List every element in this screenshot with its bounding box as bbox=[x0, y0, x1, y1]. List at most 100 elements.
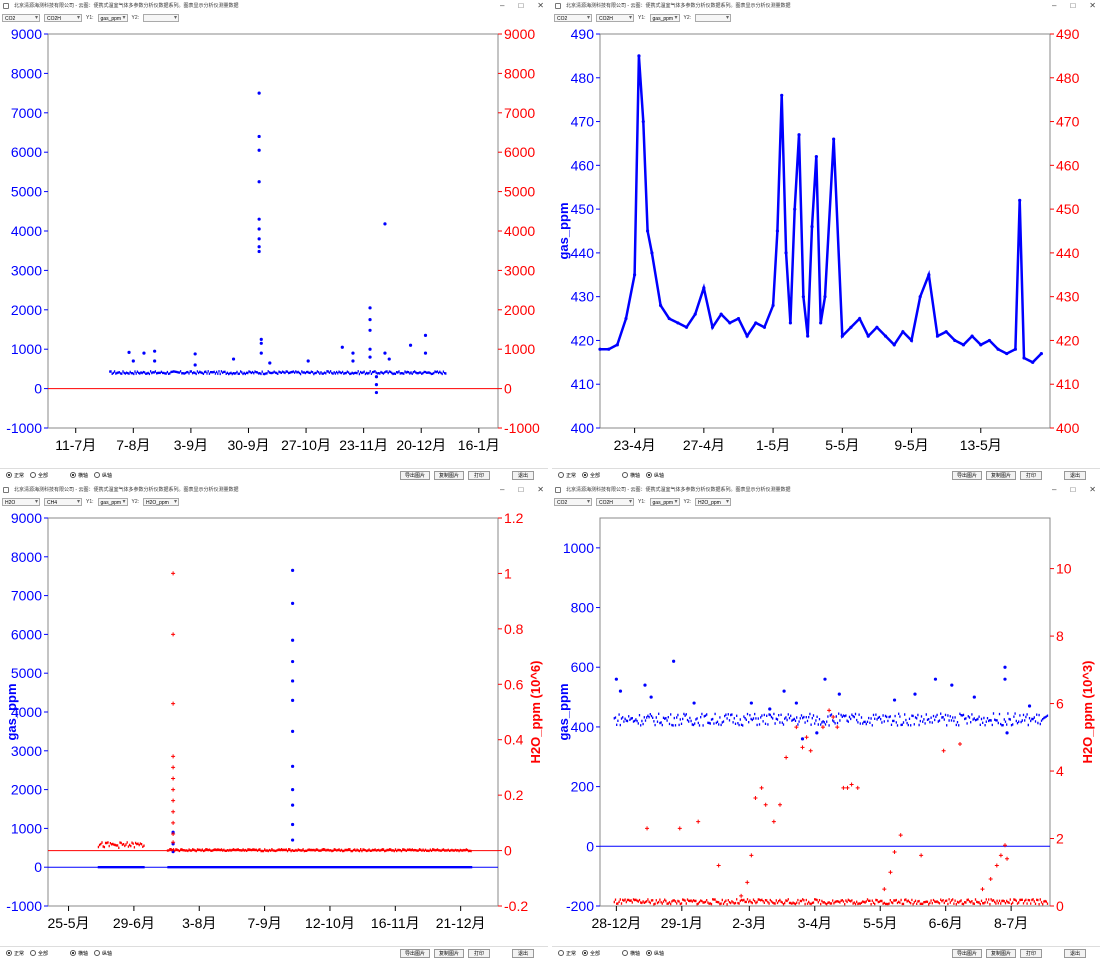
y2-select[interactable]: H2O_ppm bbox=[143, 498, 180, 506]
export-image-button[interactable]: 导出图片 bbox=[951, 948, 982, 958]
data-point bbox=[728, 321, 732, 325]
minimize-icon[interactable]: – bbox=[1052, 1, 1057, 10]
y-tick-label: 3000 bbox=[11, 743, 42, 759]
data-point bbox=[231, 357, 236, 361]
gas-h-select[interactable]: CO2H bbox=[44, 14, 82, 22]
y2-tick-label: 440 bbox=[1056, 245, 1080, 261]
y2-tick-label: 0.4 bbox=[504, 732, 524, 748]
copy-image-button[interactable]: 复制图片 bbox=[985, 948, 1016, 958]
gas-select[interactable]: CO2 bbox=[554, 14, 592, 22]
copy-image-button[interactable]: 复制图片 bbox=[985, 470, 1016, 480]
y-tick-label: 8000 bbox=[11, 65, 42, 81]
chart-plot-1[interactable]: -1000 0 1000 2000 3000 4000 5000 6000 7000 8000 90… bbox=[0, 24, 548, 469]
y-tick-label: 430 bbox=[571, 289, 595, 305]
data-point bbox=[763, 802, 768, 807]
H2O_ppm-band bbox=[166, 848, 472, 853]
radio-normal[interactable]: 正常 bbox=[6, 950, 24, 957]
print-button[interactable]: 打印 bbox=[1020, 470, 1042, 480]
window-titlebar[interactable]: 北京清源海测科技有限公司 - 云图：便携式温室气体多参数分析仪数据系列。图表显示… bbox=[0, 484, 548, 496]
y1-select[interactable]: gas_ppm bbox=[649, 498, 680, 506]
gas-h-select[interactable]: CO2H bbox=[596, 498, 634, 506]
data-point bbox=[814, 154, 818, 159]
y2-label: Y2: bbox=[131, 499, 140, 505]
minimize-icon[interactable]: – bbox=[500, 1, 505, 10]
print-button[interactable]: 打印 bbox=[1020, 948, 1042, 958]
y-tick-label: 5000 bbox=[11, 665, 42, 681]
chart-plot-3[interactable]: -1000 0 1000 2000 3000 4000 5000 6000 7000 8000 90… bbox=[0, 508, 548, 947]
close-icon[interactable]: ✕ bbox=[1089, 485, 1096, 494]
y1-select[interactable]: gas_ppm bbox=[97, 498, 128, 506]
x-tick-label: 2-3月 bbox=[732, 915, 766, 931]
maximize-icon[interactable]: □ bbox=[518, 485, 524, 494]
minimize-icon[interactable]: – bbox=[1052, 485, 1057, 494]
exit-button[interactable]: 退出 bbox=[1064, 470, 1086, 480]
gas-select[interactable]: CO2 bbox=[554, 498, 592, 506]
gas-select[interactable]: CO2 bbox=[2, 14, 40, 22]
radio-all[interactable]: 全部 bbox=[30, 950, 48, 957]
radio-all[interactable]: 全部 bbox=[582, 950, 600, 957]
y1-select[interactable]: gas_ppm bbox=[649, 14, 680, 22]
copy-image-button[interactable]: 复制图片 bbox=[433, 948, 464, 958]
close-icon[interactable]: ✕ bbox=[1089, 1, 1096, 10]
close-icon[interactable]: ✕ bbox=[537, 485, 544, 494]
y2-axis-label: H2O_ppm (10^6) bbox=[528, 661, 543, 764]
print-button[interactable]: 打印 bbox=[468, 470, 490, 480]
y1-select[interactable]: gas_ppm bbox=[97, 14, 128, 22]
gas-h-select[interactable]: CH4 bbox=[44, 498, 82, 506]
maximize-icon[interactable]: □ bbox=[1070, 1, 1076, 10]
data-point bbox=[855, 785, 860, 790]
gas-h-select[interactable]: CO2H bbox=[596, 14, 634, 22]
gas-select[interactable]: H2O bbox=[2, 498, 40, 506]
radio-vertical[interactable]: 纵轴 bbox=[94, 950, 112, 957]
radio-normal[interactable]: 正常 bbox=[558, 950, 576, 957]
maximize-icon[interactable]: □ bbox=[1070, 485, 1076, 494]
exit-button[interactable]: 退出 bbox=[1064, 948, 1086, 958]
data-point bbox=[941, 748, 946, 753]
radio-all[interactable]: 全部 bbox=[582, 472, 600, 479]
data-point bbox=[784, 755, 789, 760]
data-point bbox=[778, 802, 782, 807]
print-button[interactable]: 打印 bbox=[468, 948, 490, 958]
data-point bbox=[171, 776, 176, 781]
data-point bbox=[383, 351, 387, 355]
y2-select[interactable] bbox=[143, 14, 180, 22]
window-titlebar[interactable]: 北京清源海测科技有限公司 - 云图：便携式温室气体多参数分析仪数据系列。图表显示… bbox=[552, 484, 1100, 496]
data-point bbox=[291, 764, 295, 768]
data-point bbox=[387, 357, 391, 361]
x-tick-label: 7-9月 bbox=[247, 915, 281, 931]
window-titlebar[interactable]: 北京清源海测科技有限公司 - 云图：便携式温室气体多参数分析仪数据系列。图表显示… bbox=[0, 0, 548, 12]
radio-vertical[interactable]: 纵轴 bbox=[646, 950, 664, 957]
radio-horizontal[interactable]: 横轴 bbox=[622, 472, 640, 479]
close-icon[interactable]: ✕ bbox=[537, 1, 544, 10]
export-image-button[interactable]: 导出图片 bbox=[951, 470, 982, 480]
y2-select[interactable]: H2O_ppm bbox=[695, 498, 732, 506]
data-point bbox=[1005, 351, 1009, 356]
exit-button[interactable]: 退出 bbox=[512, 470, 534, 480]
data-point bbox=[988, 877, 993, 882]
radio-normal[interactable]: 正常 bbox=[6, 472, 24, 479]
chart-window-4: 北京清源海测科技有限公司 - 云图：便携式温室气体多参数分析仪数据系列。图表显示… bbox=[552, 484, 1100, 960]
data-point bbox=[800, 745, 805, 750]
chart-plot-2[interactable]: 400 410 420 430 440 450 460 470 480 490 400 410 420 4… bbox=[552, 24, 1100, 469]
export-image-button[interactable]: 导出图片 bbox=[399, 470, 430, 480]
y2-select[interactable] bbox=[695, 14, 732, 22]
radio-all[interactable]: 全部 bbox=[30, 472, 48, 479]
radio-vertical[interactable]: 纵轴 bbox=[646, 472, 664, 479]
chart-plot-4[interactable]: -200 0 200 400 600 800 1000 0 2 4 6 8 10 28-12月 29-1月 2… bbox=[552, 508, 1100, 947]
radio-vertical[interactable]: 纵轴 bbox=[94, 472, 112, 479]
maximize-icon[interactable]: □ bbox=[518, 1, 524, 10]
export-image-button[interactable]: 导出图片 bbox=[399, 948, 430, 958]
radio-horizontal[interactable]: 横轴 bbox=[70, 472, 88, 479]
radio-normal[interactable]: 正常 bbox=[558, 472, 576, 479]
window-titlebar[interactable]: 北京清源海测科技有限公司 - 云图：便携式温室气体多参数分析仪数据系列。图表显示… bbox=[552, 0, 1100, 12]
copy-image-button[interactable]: 复制图片 bbox=[433, 470, 464, 480]
data-point bbox=[291, 601, 295, 605]
exit-button[interactable]: 退出 bbox=[512, 948, 534, 958]
minimize-icon[interactable]: – bbox=[500, 485, 505, 494]
radio-horizontal[interactable]: 横轴 bbox=[622, 950, 640, 957]
data-point bbox=[423, 333, 428, 338]
data-point bbox=[127, 350, 131, 354]
data-point bbox=[368, 318, 372, 322]
radio-horizontal[interactable]: 横轴 bbox=[70, 950, 88, 957]
data-point bbox=[831, 715, 836, 720]
